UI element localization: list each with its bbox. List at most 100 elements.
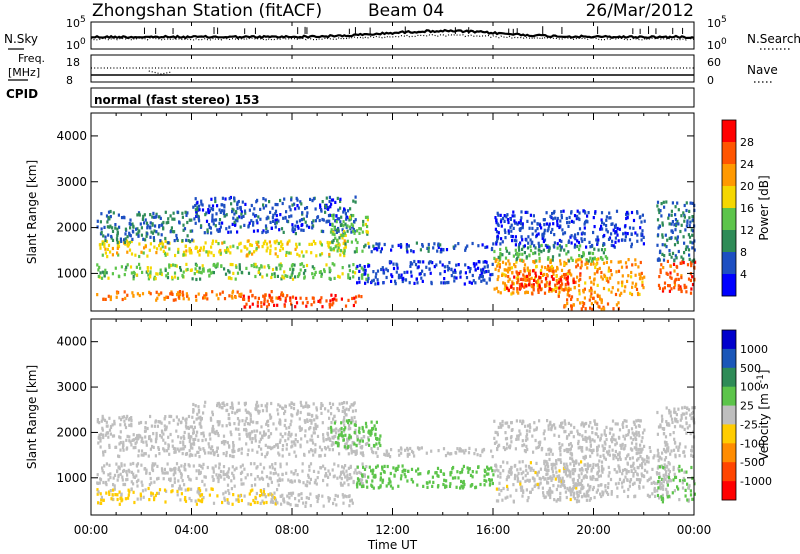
velocity-cell	[325, 438, 328, 442]
power-cell	[532, 260, 535, 264]
velocity-cell	[275, 443, 278, 447]
velocity-cell	[102, 471, 105, 475]
power-cell	[347, 276, 350, 280]
velocity-cell	[170, 414, 173, 419]
power-cell	[189, 248, 192, 253]
power-cell	[290, 214, 293, 218]
velocity-cell	[689, 432, 692, 436]
power-cell	[580, 237, 583, 241]
velocity-cell	[182, 443, 185, 447]
power-cell	[314, 207, 317, 211]
velocity-cell	[121, 478, 124, 482]
power-cell	[497, 269, 500, 273]
power-cell	[583, 296, 586, 300]
power-cell	[225, 213, 228, 217]
velocity-cell	[340, 483, 343, 487]
power-cell	[259, 217, 262, 221]
power-cell	[135, 227, 138, 231]
power-cell	[126, 250, 129, 254]
velocity-cell	[346, 478, 349, 482]
power-cell	[164, 236, 167, 241]
power-cell	[116, 233, 119, 237]
power-cell	[543, 218, 546, 222]
power-cell	[525, 238, 528, 242]
power-cell	[667, 216, 670, 220]
velocity-cell	[589, 475, 592, 479]
velocity-cell	[271, 446, 274, 450]
velocity-cell	[318, 445, 322, 449]
velocity-cell	[165, 427, 168, 431]
velocity-cell	[582, 485, 585, 489]
power-cell	[349, 207, 352, 211]
power-cell	[360, 274, 363, 278]
nave-tick-top: 60	[707, 56, 721, 69]
velocity-cell	[156, 477, 159, 481]
power-cell	[155, 298, 158, 302]
power-cell	[516, 280, 519, 284]
power-cell	[634, 284, 637, 288]
power-cell	[356, 229, 359, 233]
power-cell	[164, 268, 167, 272]
power-cell	[508, 266, 511, 270]
power-cell	[527, 235, 530, 239]
power-cell	[497, 255, 500, 259]
velocity-cell	[681, 486, 685, 490]
velocity-cell	[444, 454, 448, 458]
power-cell	[579, 266, 582, 270]
velocity-cell	[205, 488, 208, 492]
velocity-cell	[558, 469, 561, 473]
power-cell	[548, 224, 551, 228]
power-cell	[340, 215, 343, 219]
velocity-cell	[290, 419, 293, 423]
power-region	[656, 200, 696, 263]
power-cell	[340, 249, 343, 253]
power-cell	[485, 270, 488, 274]
velocity-cell	[491, 455, 494, 459]
velocity-cell	[197, 416, 200, 420]
power-cell	[304, 206, 307, 211]
velocity-region	[370, 446, 494, 459]
velocity-cell	[667, 468, 670, 472]
power-cell	[503, 214, 506, 218]
power-cell	[239, 207, 242, 211]
velocity-cell	[490, 466, 493, 470]
velocity-cell	[693, 492, 696, 496]
power-cell	[186, 234, 189, 238]
power-cell	[254, 274, 257, 279]
power-cell	[596, 270, 599, 274]
velocity-cell	[548, 452, 551, 456]
velocity-cell	[299, 445, 302, 449]
velocity-cell	[179, 447, 182, 451]
power-cell	[624, 231, 627, 235]
velocity-cell	[226, 474, 229, 478]
power-cell	[578, 247, 581, 252]
velocity-cell	[281, 444, 285, 448]
velocity-cell	[559, 484, 562, 488]
velocity-cell	[178, 484, 181, 488]
power-cell	[688, 209, 691, 213]
power-cell	[201, 208, 205, 212]
power-cell	[536, 284, 539, 288]
power-cell	[172, 263, 175, 267]
velocity-cell	[118, 442, 121, 446]
velocity-cell	[489, 482, 492, 486]
velocity-cell	[626, 494, 630, 499]
power-cell	[229, 230, 232, 234]
velocity-cell	[172, 446, 175, 451]
power-cell	[186, 267, 189, 272]
velocity-cell	[431, 475, 434, 479]
velocity-cell	[463, 482, 466, 487]
power-cell	[671, 230, 674, 234]
power-cell	[302, 217, 305, 221]
power-cell	[294, 275, 297, 279]
velocity-cell	[672, 468, 675, 472]
velocity-cell	[342, 420, 345, 424]
velocity-cell	[611, 448, 614, 452]
velocity-cell	[370, 469, 373, 473]
power-cell	[588, 251, 591, 255]
power-cell	[587, 259, 590, 263]
power-cell	[329, 230, 333, 234]
velocity-cell	[243, 467, 246, 471]
power-cell	[114, 223, 117, 227]
power-cell	[289, 275, 292, 279]
